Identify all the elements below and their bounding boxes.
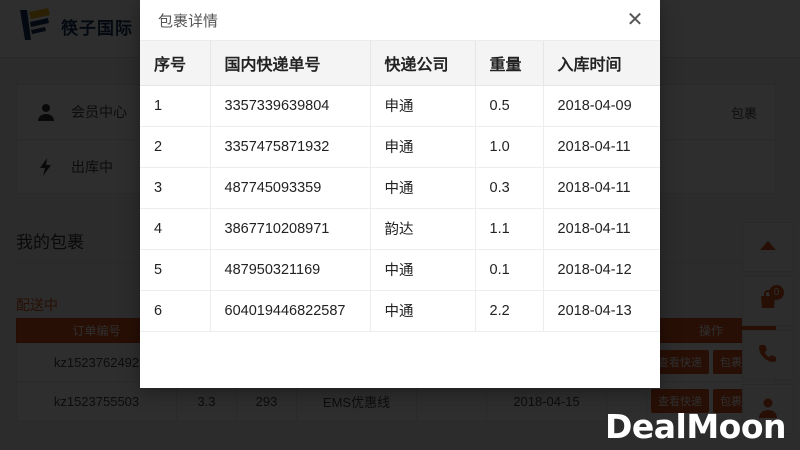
time-cell: 2018-04-13 xyxy=(543,290,660,332)
weight-cell: 0.1 xyxy=(475,249,544,291)
company-cell: 韵达 xyxy=(370,208,476,250)
table-row: 1 3357339639804 申通 0.5 2018-04-09 xyxy=(140,85,660,127)
table-row: 2 3357475871932 申通 1.0 2018-04-11 xyxy=(140,126,660,168)
time-cell: 2018-04-11 xyxy=(543,167,660,209)
modal-header: 包裹详情 ✕ xyxy=(140,0,660,41)
detail-header-row: 序号 国内快递单号 快递公司 重量 入库时间 xyxy=(140,41,660,86)
index-cell: 2 xyxy=(140,126,211,168)
weight-cell: 0.5 xyxy=(475,85,544,127)
time-cell: 2018-04-09 xyxy=(543,85,660,127)
tracking-cell: 604019446822587 xyxy=(210,290,371,332)
weight-cell: 1.1 xyxy=(475,208,544,250)
index-cell: 3 xyxy=(140,167,211,209)
company-cell: 申通 xyxy=(370,126,476,168)
time-cell: 2018-04-12 xyxy=(543,249,660,291)
index-cell: 5 xyxy=(140,249,211,291)
table-row: 4 3867710208971 韵达 1.1 2018-04-11 xyxy=(140,208,660,250)
index-cell: 6 xyxy=(140,290,211,332)
tracking-cell: 3357339639804 xyxy=(210,85,371,127)
package-detail-table: 序号 国内快递单号 快递公司 重量 入库时间 1 3357339639804 申… xyxy=(140,41,660,332)
detail-col-weight: 重量 xyxy=(475,41,544,86)
index-cell: 4 xyxy=(140,208,211,250)
detail-col-tracking: 国内快递单号 xyxy=(210,41,371,86)
company-cell: 申通 xyxy=(370,85,476,127)
time-cell: 2018-04-11 xyxy=(543,126,660,168)
detail-col-company: 快递公司 xyxy=(370,41,476,86)
company-cell: 中通 xyxy=(370,290,476,332)
modal-body: 序号 国内快递单号 快递公司 重量 入库时间 1 3357339639804 申… xyxy=(140,41,660,388)
tracking-cell: 487950321169 xyxy=(210,249,371,291)
detail-col-time: 入库时间 xyxy=(543,41,660,86)
index-cell: 1 xyxy=(140,85,211,127)
table-row: 5 487950321169 中通 0.1 2018-04-12 xyxy=(140,249,660,291)
table-row: 3 487745093359 中通 0.3 2018-04-11 xyxy=(140,167,660,209)
weight-cell: 0.3 xyxy=(475,167,544,209)
weight-cell: 2.2 xyxy=(475,290,544,332)
company-cell: 中通 xyxy=(370,249,476,291)
company-cell: 中通 xyxy=(370,167,476,209)
table-row: 6 604019446822587 中通 2.2 2018-04-13 xyxy=(140,290,660,332)
tracking-cell: 3357475871932 xyxy=(210,126,371,168)
tracking-cell: 3867710208971 xyxy=(210,208,371,250)
modal-title: 包裹详情 xyxy=(158,12,219,30)
time-cell: 2018-04-11 xyxy=(543,208,660,250)
close-icon[interactable]: ✕ xyxy=(626,9,644,31)
package-detail-modal: 包裹详情 ✕ 序号 国内快递单号 快递公司 重量 入库时间 1 3 xyxy=(140,0,660,388)
dealmoon-watermark: DealMoon xyxy=(604,407,787,446)
weight-cell: 1.0 xyxy=(475,126,544,168)
tracking-cell: 487745093359 xyxy=(210,167,371,209)
detail-col-index: 序号 xyxy=(140,41,211,86)
